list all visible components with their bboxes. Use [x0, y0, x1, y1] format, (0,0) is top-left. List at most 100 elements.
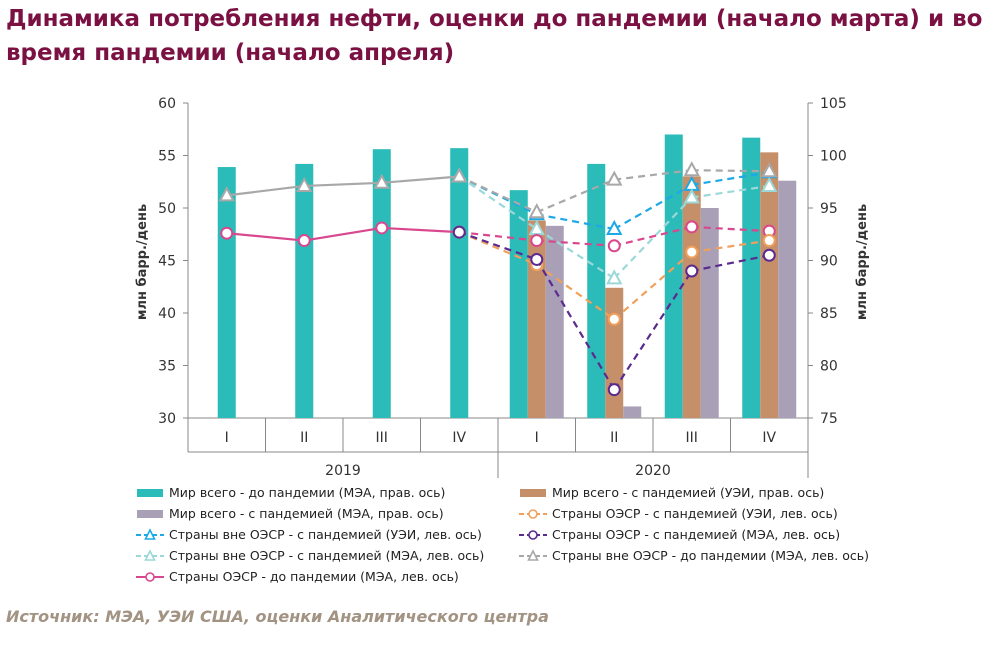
- series-line-segment: [535, 258, 616, 391]
- right-tick-label: 95: [820, 201, 838, 217]
- legend-item: Страны вне ОЭСР - с пандемией (МЭА, лев.…: [135, 547, 484, 563]
- right-tick-label: 80: [820, 359, 838, 375]
- series-line-segment: [536, 228, 615, 280]
- legend-item: Мир всего - до пандемии (МЭА, прав. ось): [135, 484, 445, 500]
- left-tick-label: 50: [158, 201, 176, 217]
- point-triangle-marker: [606, 170, 623, 186]
- bar-world-pre: [587, 163, 606, 418]
- point-triangle-marker: [761, 162, 778, 178]
- point-circle-marker: [762, 234, 776, 248]
- right-tick-label: 75: [820, 411, 838, 427]
- point-circle-marker: [607, 383, 621, 397]
- point-circle-marker: [607, 312, 621, 326]
- series-line-segment: [613, 225, 693, 247]
- legend-item: Страны ОЭСР - до пандемии (МЭА, лев. ось…: [135, 568, 459, 584]
- legend-label: Мир всего - до пандемии (МЭА, прав. ось): [169, 485, 446, 500]
- legend-label: Мир всего - с пандемией (УЭИ, прав. ось): [552, 485, 825, 500]
- point-circle-marker: [530, 252, 544, 266]
- legend-label: Страны ОЭСР - до пандемии (МЭА, лев. ось…: [169, 569, 459, 584]
- point-triangle-marker: [528, 219, 545, 235]
- left-tick-label: 30: [158, 411, 176, 427]
- series-line-segment: [536, 263, 615, 321]
- legend-swatch: [519, 548, 547, 561]
- bar-world-eia: [527, 220, 546, 418]
- category-label: I: [535, 430, 539, 446]
- point-triangle-marker: [451, 167, 468, 183]
- series-line-segment: [691, 254, 770, 273]
- series-line-segment: [614, 169, 692, 181]
- bar-world-pre: [295, 163, 314, 418]
- bar-world-pre: [450, 148, 469, 418]
- legend-label: Страны вне ОЭСР - с пандемией (УЭИ, лев.…: [169, 527, 482, 542]
- legend-swatch: [136, 548, 164, 561]
- series-line-segment: [691, 184, 770, 199]
- series-line-segment: [304, 181, 382, 188]
- series-line-segment: [691, 225, 770, 233]
- series-line-segment: [691, 239, 770, 254]
- point-circle-marker: [220, 226, 234, 240]
- legend-swatch: [136, 571, 164, 582]
- right-tick-label: 105: [820, 96, 847, 112]
- left-tick-label: 55: [158, 149, 176, 165]
- bar-world-iea: [700, 208, 719, 418]
- legend-label: Мир всего - с пандемией (МЭА, прав. ось): [169, 506, 444, 521]
- point-triangle-marker: [296, 176, 313, 192]
- bar-world-eia: [605, 287, 624, 418]
- series-line-segment: [691, 171, 770, 186]
- series-line-segment: [459, 231, 537, 242]
- point-circle-marker: [297, 234, 311, 248]
- left-tick-label: 45: [158, 254, 176, 270]
- series-line-segment: [226, 184, 305, 197]
- legend-label: Страны вне ОЭСР - до пандемии (МЭА, лев.…: [552, 548, 870, 563]
- series-line-segment: [613, 196, 693, 280]
- right-tick-label: 90: [820, 254, 838, 270]
- point-triangle-marker: [528, 203, 545, 219]
- left-tick-label: 40: [158, 306, 176, 322]
- category-label: I: [225, 430, 229, 446]
- point-circle-marker: [452, 225, 466, 239]
- legend-swatch: [519, 529, 547, 540]
- series-line-segment: [304, 226, 382, 242]
- chart-title: Динамика потребления нефти, оценки до па…: [6, 6, 983, 66]
- legend-item: Страны ОЭСР - с пандемией (МЭА, лев. ось…: [518, 526, 840, 542]
- point-circle-marker: [530, 234, 544, 248]
- point-circle-marker: [685, 264, 699, 278]
- bar-world-iea: [623, 406, 642, 418]
- source-note: Источник: МЭА, УЭИ США, оценки Аналитиче…: [6, 607, 549, 626]
- series-line-segment: [691, 169, 770, 173]
- legend-label: Страны ОЭСР - с пандемией (УЭИ, лев. ось…: [552, 506, 838, 521]
- left-axis-title: млн барр./день: [135, 204, 150, 320]
- year-group-label: 2020: [635, 463, 671, 479]
- bar-world-pre: [742, 137, 761, 418]
- right-tick-label: 100: [820, 149, 847, 165]
- point-triangle-marker: [218, 186, 235, 202]
- category-label: IV: [762, 430, 776, 446]
- series-line-segment: [536, 178, 615, 214]
- bar-world-pre: [372, 149, 391, 418]
- category-label: III: [376, 430, 388, 446]
- point-triangle-marker: [373, 173, 390, 189]
- legend-item: Мир всего - с пандемией (МЭА, прав. ось): [135, 505, 444, 521]
- point-circle-marker: [685, 245, 699, 259]
- bar-world-pre: [509, 190, 528, 418]
- series-line-segment: [381, 226, 460, 234]
- series-line-segment: [226, 232, 305, 242]
- series-line-segment: [458, 175, 538, 214]
- point-circle-marker: [762, 248, 776, 262]
- series-line-segment: [613, 183, 693, 230]
- point-triangle-marker: [683, 161, 700, 177]
- category-label: II: [610, 430, 618, 446]
- legend-swatch: [519, 508, 547, 519]
- legend-swatch: [520, 488, 546, 497]
- right-tick-label: 85: [820, 306, 838, 322]
- point-circle-marker: [375, 221, 389, 235]
- point-circle-marker: [685, 220, 699, 234]
- series-line-segment: [458, 175, 538, 230]
- series-line-segment: [536, 239, 615, 247]
- legend-item: Мир всего - с пандемией (УЭИ, прав. ось): [518, 484, 824, 500]
- legend-swatch: [137, 509, 163, 518]
- legend-swatch: [137, 488, 163, 497]
- category-label: IV: [452, 430, 466, 446]
- legend-swatch: [136, 527, 164, 540]
